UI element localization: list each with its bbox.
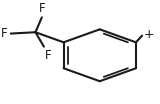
Text: F: F [1,27,8,40]
Text: F: F [39,2,45,15]
Text: F: F [45,49,51,62]
Text: +: + [144,28,154,41]
